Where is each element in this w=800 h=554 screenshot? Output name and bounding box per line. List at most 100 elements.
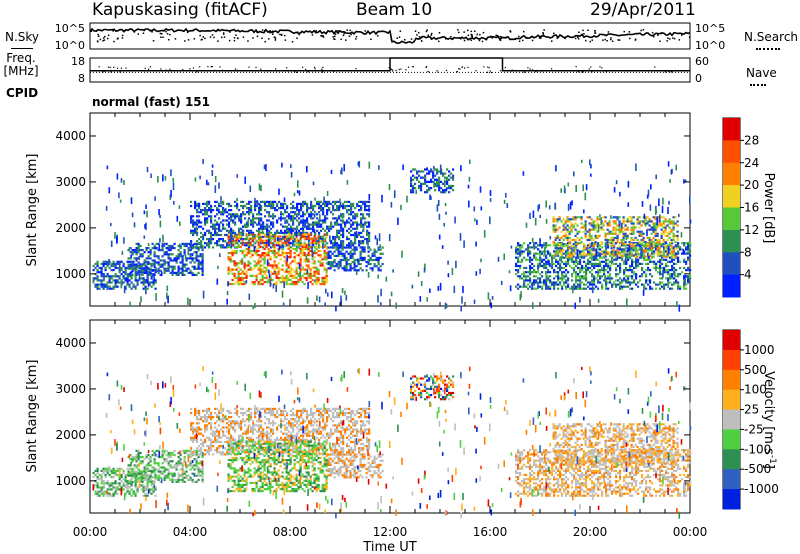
power-cell xyxy=(280,215,282,222)
power-cell xyxy=(330,223,333,226)
power-cell xyxy=(440,187,443,190)
power-cell xyxy=(671,283,674,286)
power-cell xyxy=(586,216,589,219)
power-cell xyxy=(302,200,305,203)
power-cell xyxy=(317,249,320,253)
power-cell xyxy=(346,229,349,232)
power-cell xyxy=(273,262,276,265)
power-cell xyxy=(214,200,217,203)
power-cell xyxy=(225,208,227,213)
power-cell xyxy=(163,251,166,254)
power-cell xyxy=(368,233,371,237)
power-cell xyxy=(258,211,261,214)
power-cell xyxy=(102,260,105,263)
power-cell xyxy=(645,269,648,272)
power-cell xyxy=(330,169,333,175)
nsearch-point xyxy=(414,30,417,32)
power-cell xyxy=(582,251,585,254)
power-cell xyxy=(448,178,451,181)
nsearch-point xyxy=(349,29,351,32)
power-cell xyxy=(134,271,137,274)
nsearch-point xyxy=(256,31,258,33)
power-cell xyxy=(245,274,248,277)
power-cell xyxy=(614,253,617,256)
power-cell xyxy=(253,266,256,269)
power-cell xyxy=(286,204,289,208)
power-cell xyxy=(603,269,606,272)
power-cell xyxy=(554,228,557,231)
power-cell xyxy=(191,271,194,274)
power-cell xyxy=(353,252,356,255)
power-cell xyxy=(575,185,577,193)
power-cell xyxy=(342,231,345,234)
nsearch-point xyxy=(355,35,358,38)
power-cell xyxy=(128,285,131,288)
velocity-cell xyxy=(106,482,109,485)
power-cell xyxy=(610,241,613,244)
power-cell xyxy=(652,224,655,227)
power-cell xyxy=(549,264,552,268)
power-cell xyxy=(631,264,634,268)
power-cell xyxy=(189,255,192,258)
nave-point xyxy=(541,70,543,72)
power-cell xyxy=(644,224,647,227)
power-cell xyxy=(335,265,338,268)
power-cell xyxy=(500,280,503,286)
nsearch-point xyxy=(583,33,585,35)
power-cell xyxy=(352,227,355,230)
power-cell xyxy=(377,256,380,259)
power-cell xyxy=(615,266,618,270)
power-cell xyxy=(248,202,251,205)
power-cell xyxy=(235,264,238,267)
power-cell xyxy=(300,202,303,205)
nsearch-point xyxy=(436,38,439,40)
power-cell xyxy=(303,247,306,251)
power-cell xyxy=(581,275,584,278)
power-cell xyxy=(447,260,449,265)
power-cell xyxy=(285,268,288,271)
power-cell xyxy=(517,242,520,245)
power-cell xyxy=(324,200,327,203)
power-cell xyxy=(332,204,335,208)
power-cell xyxy=(554,230,557,233)
power-cell xyxy=(108,258,110,266)
nsearch-point xyxy=(332,36,334,38)
power-cell xyxy=(163,271,166,274)
power-cell xyxy=(290,164,292,169)
nsearch-point xyxy=(235,34,237,36)
power-cell xyxy=(267,278,270,282)
power-cell xyxy=(675,279,678,282)
power-cell xyxy=(432,174,435,177)
power-cell xyxy=(599,271,602,274)
power-cell xyxy=(445,211,447,215)
power-cell xyxy=(129,267,132,270)
power-cell xyxy=(424,168,427,171)
power-cell xyxy=(610,253,613,256)
power-cell xyxy=(157,175,159,183)
power-cell xyxy=(296,209,299,212)
power-cell xyxy=(185,259,188,262)
power-cell xyxy=(145,247,148,250)
power-cell xyxy=(618,222,621,225)
nave-point xyxy=(523,71,525,73)
power-cell xyxy=(519,277,522,280)
power-cell xyxy=(159,214,161,219)
power-cell xyxy=(644,216,647,219)
power-cell xyxy=(313,279,316,283)
nsearch-point xyxy=(133,31,136,33)
power-cell xyxy=(192,231,195,234)
power-cell xyxy=(436,182,439,185)
power-cell xyxy=(315,252,318,255)
power-cell xyxy=(358,209,361,212)
power-cell xyxy=(547,250,550,253)
power-cell xyxy=(348,213,351,216)
power-cell xyxy=(189,253,192,256)
power-cell xyxy=(340,244,343,247)
power-cell xyxy=(567,279,570,282)
power-cell xyxy=(562,218,565,221)
power-cell xyxy=(313,252,316,255)
nsearch-point xyxy=(538,37,541,39)
power-cell xyxy=(519,246,522,249)
power-cell xyxy=(284,220,286,225)
power-cell xyxy=(558,226,561,229)
